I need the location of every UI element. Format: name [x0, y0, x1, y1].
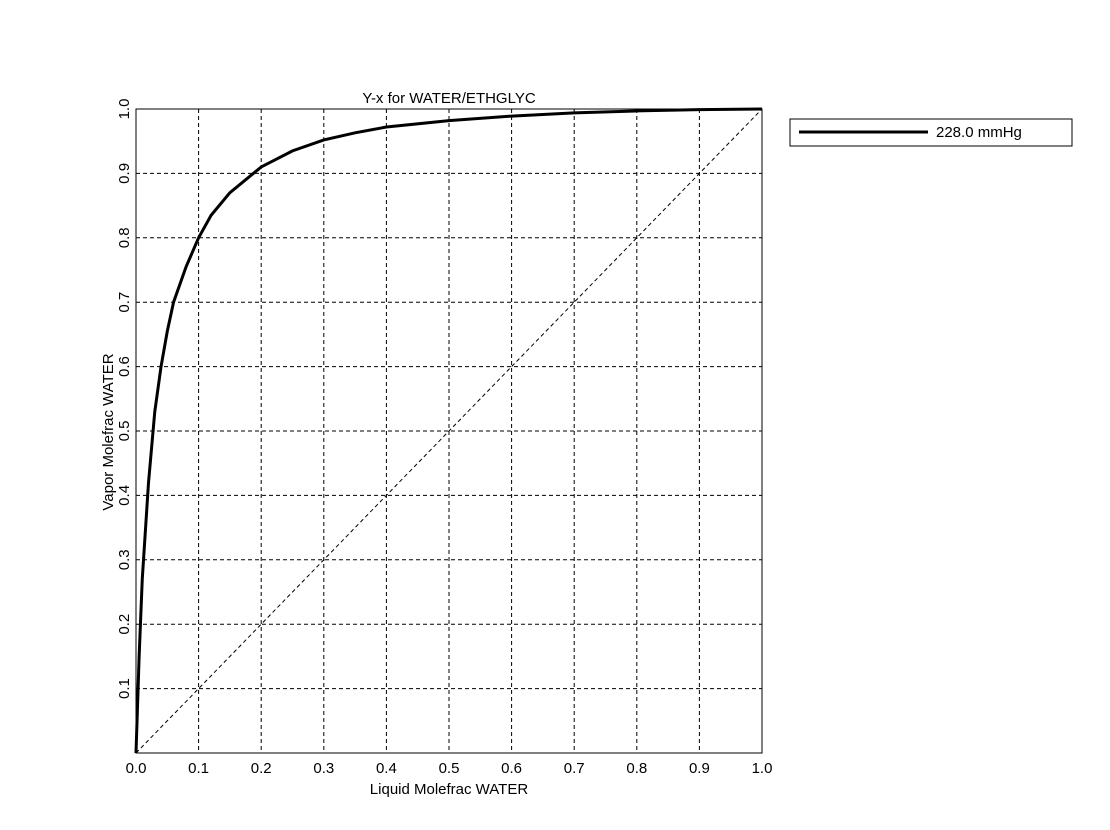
y-tick-label: 1.0: [116, 99, 133, 120]
y-tick-label: 0.8: [116, 227, 133, 248]
y-tick-label: 0.9: [116, 163, 133, 184]
y-tick-labels: 0.1 0.2 0.3 0.4 0.5 0.6 0.7 0.8 0.9 1.0: [116, 99, 133, 699]
y-tick-label: 0.1: [116, 678, 133, 699]
x-tick-label: 1.0: [752, 760, 773, 777]
x-tick-label: 0.7: [564, 760, 585, 777]
x-tick-labels: 0.0 0.1 0.2 0.3 0.4 0.5 0.6 0.7 0.8 0.9 1.0: [126, 760, 773, 777]
chart-title: Y-x for WATER/ETHGLYC: [362, 90, 536, 107]
legend: 228.0 mmHg: [789, 118, 1073, 147]
legend-label-228-mmhg: 228.0 mmHg: [936, 124, 1022, 141]
y-tick-label: 0.5: [116, 421, 133, 442]
y-tick-label: 0.2: [116, 614, 133, 635]
x-tick-label: 0.1: [188, 760, 209, 777]
x-tick-label: 0.4: [376, 760, 397, 777]
x-tick-label: 0.6: [501, 760, 522, 777]
x-tick-label: 0.2: [251, 760, 272, 777]
x-tick-label: 0.9: [689, 760, 710, 777]
x-tick-label: 0.3: [313, 760, 334, 777]
y-tick-label: 0.4: [116, 485, 133, 506]
y-tick-label: 0.6: [116, 356, 133, 377]
series-line-228-mmhg: [134, 107, 763, 754]
x-tick-label: 0.0: [126, 760, 147, 777]
y-tick-label: 0.7: [116, 292, 133, 313]
y-axis-label: Vapor Molefrac WATER: [100, 353, 117, 510]
plot-frame: [135, 108, 763, 754]
reference-diagonal-line: [135, 108, 763, 754]
x-axis-label: Liquid Molefrac WATER: [370, 781, 529, 798]
x-tick-label: 0.5: [439, 760, 460, 777]
x-tick-label: 0.8: [626, 760, 647, 777]
y-tick-label: 0.3: [116, 549, 133, 570]
